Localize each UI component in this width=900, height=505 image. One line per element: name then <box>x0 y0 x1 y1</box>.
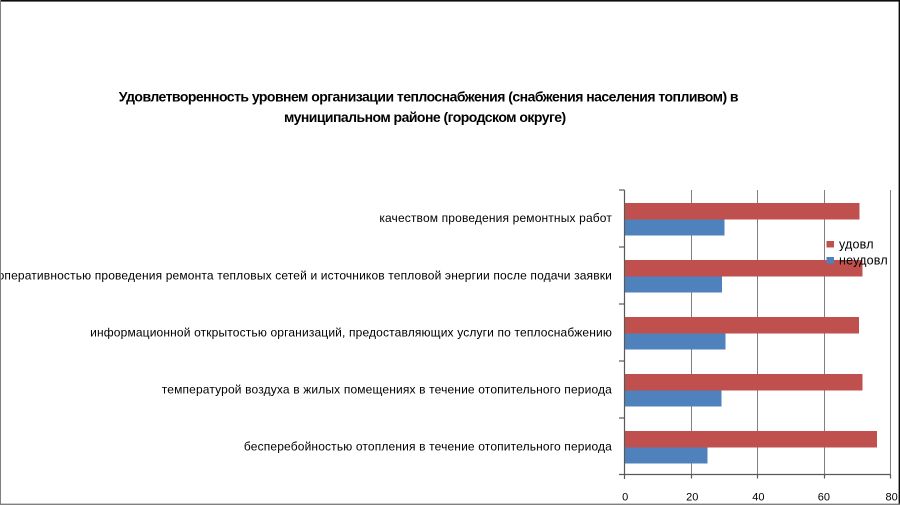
svg-text:удовл: удовл <box>839 237 874 251</box>
svg-text:60: 60 <box>818 492 830 504</box>
svg-text:40: 40 <box>752 492 764 504</box>
svg-text:информационной открытостью орг: информационной открытостью организаций, … <box>90 326 612 340</box>
svg-text:оперативностью проведения ремо: оперативностью проведения ремонта теплов… <box>0 269 612 283</box>
svg-text:качеством проведения ремонтных: качеством проведения ремонтных работ <box>379 211 612 225</box>
svg-text:муниципальном районе (городско: муниципальном районе (городском округе) <box>284 109 566 125</box>
svg-text:Удовлетворенность уровнем орга: Удовлетворенность уровнем организации те… <box>119 88 739 104</box>
svg-text:бесперебойностью отопления в т: бесперебойностью отопления в течение ото… <box>244 440 612 454</box>
svg-text:неудовл: неудовл <box>839 253 888 267</box>
svg-text:80: 80 <box>885 492 897 504</box>
svg-text:20: 20 <box>686 492 698 504</box>
svg-text:температурой воздуха в жилых п: температурой воздуха в жилых помещениях … <box>162 383 612 397</box>
svg-text:0: 0 <box>622 492 628 504</box>
